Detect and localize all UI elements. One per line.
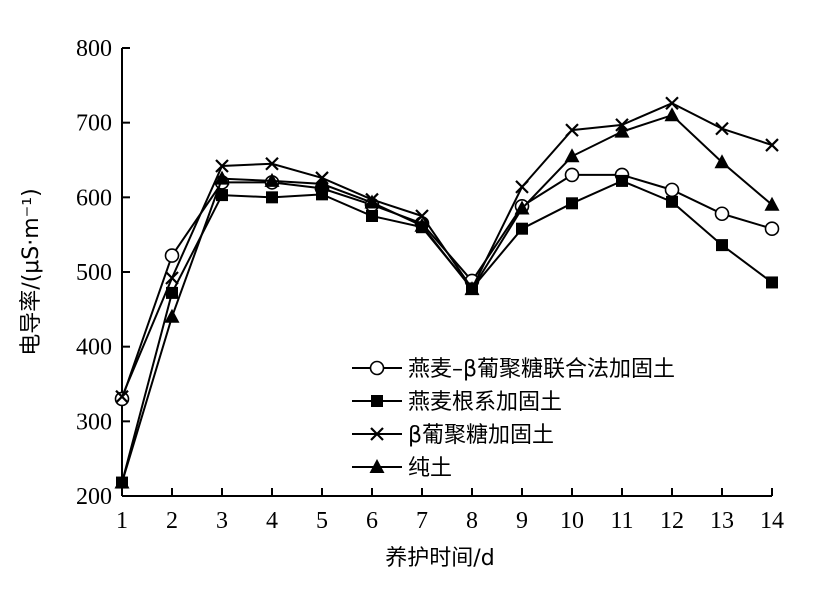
data-point	[714, 154, 730, 169]
legend-marker	[371, 395, 383, 407]
data-point	[264, 172, 280, 187]
series-3	[114, 107, 780, 489]
data-point	[514, 200, 530, 215]
data-point	[516, 222, 528, 235]
data-point	[166, 286, 178, 299]
x-tick-label: 14	[760, 508, 784, 534]
y-tick-label: 300	[76, 409, 112, 435]
data-point	[764, 196, 780, 211]
y-tick-label: 800	[76, 36, 112, 62]
data-point	[766, 276, 778, 289]
x-marker-stroke	[370, 427, 384, 441]
legend-item: β葡聚糖加固土	[352, 423, 554, 448]
series-layer	[114, 96, 780, 489]
y-axis-title: 电导率/(μS·m⁻¹)	[19, 188, 44, 355]
data-point	[464, 281, 480, 296]
data-point	[764, 221, 780, 236]
x-tick-label: 8	[466, 508, 478, 534]
x-tick-label: 2	[166, 508, 178, 534]
data-point	[664, 107, 680, 122]
data-point	[716, 239, 728, 252]
data-point	[114, 391, 130, 407]
data-point	[665, 96, 679, 111]
x-marker-stroke	[265, 156, 279, 171]
data-point	[414, 217, 430, 232]
x-marker-stroke	[515, 180, 529, 194]
data-point	[114, 474, 130, 489]
data-point	[415, 209, 429, 223]
y-tick-label: 400	[76, 335, 112, 361]
data-point	[616, 174, 628, 187]
x-tick-label: 11	[610, 508, 633, 534]
data-point	[164, 248, 180, 263]
x-tick-label: 9	[516, 508, 528, 534]
data-point	[515, 180, 529, 194]
data-point	[214, 170, 230, 185]
legend-label: 燕麦–β葡聚糖联合法加固土	[408, 357, 675, 382]
data-point	[664, 182, 680, 198]
data-point	[165, 271, 179, 285]
x-marker-stroke	[115, 389, 129, 404]
legend-label: 纯土	[408, 456, 452, 481]
x-tick-label: 12	[660, 508, 684, 534]
data-point	[316, 188, 328, 201]
x-tick-label: 13	[710, 508, 734, 534]
legend-label: β葡聚糖加固土	[408, 423, 554, 448]
x-tick-label: 3	[216, 508, 228, 534]
series-line	[121, 114, 773, 483]
data-point	[215, 159, 229, 173]
legend-item: 纯土	[352, 456, 452, 481]
y-tick-label: 200	[76, 484, 112, 510]
data-point	[666, 195, 678, 208]
x-marker-stroke	[765, 138, 779, 152]
x-marker-stroke	[665, 96, 679, 111]
legend-label: 燕麦根系加固土	[408, 390, 562, 415]
data-point	[364, 194, 380, 209]
data-point	[765, 138, 779, 152]
x-tick-label: 5	[316, 508, 328, 534]
data-point	[115, 389, 129, 404]
data-point	[266, 191, 278, 204]
x-tick-label: 4	[266, 508, 278, 534]
data-point	[566, 197, 578, 210]
y-tick-label: 700	[76, 111, 112, 137]
x-tick-label: 10	[560, 508, 584, 534]
legend-marker	[370, 427, 384, 441]
data-point	[366, 210, 378, 222]
y-tick-label: 500	[76, 260, 112, 286]
x-marker-stroke	[165, 271, 179, 285]
x-axis-title: 养护时间/d	[385, 546, 494, 571]
x-marker-stroke	[215, 159, 229, 173]
x-tick-label: 1	[116, 508, 128, 534]
legend-item: 燕麦根系加固土	[352, 390, 562, 415]
x-tick-label: 6	[366, 508, 378, 534]
x-tick-label: 7	[416, 508, 428, 534]
data-point	[565, 123, 579, 137]
data-point	[715, 121, 729, 136]
data-point	[564, 167, 580, 183]
x-marker-stroke	[415, 209, 429, 223]
legend-marker	[369, 360, 385, 376]
data-point	[164, 308, 180, 323]
x-marker-stroke	[565, 123, 579, 137]
legend-marker	[369, 459, 385, 473]
y-tick-label: 600	[76, 185, 112, 211]
data-point	[216, 189, 228, 202]
x-marker-stroke	[715, 121, 729, 136]
legend-item: 燕麦–β葡聚糖联合法加固土	[352, 357, 675, 382]
series-line	[121, 102, 773, 398]
data-point	[314, 175, 330, 190]
data-point	[714, 206, 730, 222]
data-point	[614, 123, 630, 138]
data-point	[564, 148, 580, 163]
data-point	[265, 156, 279, 171]
